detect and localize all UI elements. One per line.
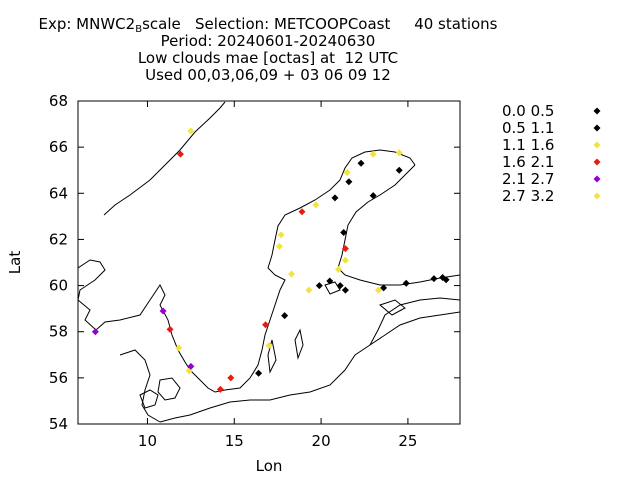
data-point <box>334 265 342 273</box>
legend-label: 2.7 3.2 <box>502 187 554 205</box>
data-point <box>187 127 195 135</box>
y-tick-label: 60 <box>49 277 68 295</box>
legend-marker <box>593 107 601 115</box>
data-point <box>341 245 349 253</box>
data-point <box>340 229 348 237</box>
x-tick-label: 10 <box>138 432 157 450</box>
chart-subtitle-period: Period: 20240601-20240630 <box>160 32 376 50</box>
data-point <box>187 362 195 370</box>
y-axis-label: Lat <box>6 251 24 275</box>
data-point <box>315 282 323 290</box>
y-tick-label: 64 <box>49 184 68 202</box>
data-point <box>341 256 349 264</box>
chart-subtitle-variable: Low clouds mae [octas] at 12 UTC <box>137 49 399 67</box>
data-point <box>275 242 283 250</box>
data-point <box>227 374 235 382</box>
data-points <box>91 127 450 393</box>
data-point <box>345 178 353 186</box>
data-point <box>336 282 344 290</box>
data-point <box>402 279 410 287</box>
y-tick-label: 58 <box>49 323 68 341</box>
chart-subtitle-used: Used 00,03,06,09 + 03 06 09 12 <box>145 66 391 84</box>
data-point <box>175 344 183 352</box>
data-point <box>395 149 403 157</box>
chart-title: Exp: MNWC2Bscale Selection: METCOOPCoast… <box>38 15 498 36</box>
data-point <box>395 166 403 174</box>
data-point <box>176 150 184 158</box>
data-point <box>305 286 313 294</box>
y-tick-label: 68 <box>49 92 68 110</box>
data-point <box>281 312 289 320</box>
data-point <box>298 208 306 216</box>
legend: 0.0 0.50.5 1.11.1 1.61.6 2.12.1 2.72.7 3… <box>502 102 601 205</box>
data-point <box>380 284 388 292</box>
y-tick-label: 66 <box>49 138 68 156</box>
plot-frame <box>77 100 461 425</box>
data-point <box>255 369 263 377</box>
legend-label: 0.5 1.1 <box>502 119 554 137</box>
data-point <box>326 277 334 285</box>
data-point <box>288 270 296 278</box>
data-point <box>430 275 438 283</box>
legend-marker <box>593 141 601 149</box>
x-axis-label: Lon <box>256 457 283 475</box>
data-point <box>357 159 365 167</box>
y-tick-label: 56 <box>49 369 68 387</box>
plot-axes: 10 15 20 25 54 56 58 60 62 64 66 68 Lon Lat <box>6 92 461 475</box>
data-point <box>216 385 224 393</box>
data-point <box>265 342 273 350</box>
legend-label: 1.1 1.6 <box>502 136 554 154</box>
data-point <box>166 325 174 333</box>
data-point <box>331 194 339 202</box>
data-point <box>343 169 351 177</box>
y-tick-label: 54 <box>49 415 68 433</box>
legend-label: 0.0 0.5 <box>502 102 554 120</box>
x-tick-label: 25 <box>398 432 417 450</box>
data-point <box>312 201 320 209</box>
data-point <box>374 286 382 294</box>
data-point <box>262 321 270 329</box>
legend-marker <box>593 175 601 183</box>
legend-label: 1.6 2.1 <box>502 153 554 171</box>
legend-label: 2.1 2.7 <box>502 170 554 188</box>
data-point <box>91 328 99 336</box>
data-point <box>442 276 450 284</box>
legend-marker <box>593 192 601 200</box>
legend-marker <box>593 124 601 132</box>
data-point <box>277 231 285 239</box>
coastline-map <box>78 101 460 423</box>
legend-marker <box>593 158 601 166</box>
data-point <box>369 192 377 200</box>
data-point <box>159 307 167 315</box>
y-tick-label: 62 <box>49 230 68 248</box>
data-point <box>369 150 377 158</box>
data-point <box>341 286 349 294</box>
x-tick-label: 15 <box>225 432 244 450</box>
x-tick-label: 20 <box>312 432 331 450</box>
